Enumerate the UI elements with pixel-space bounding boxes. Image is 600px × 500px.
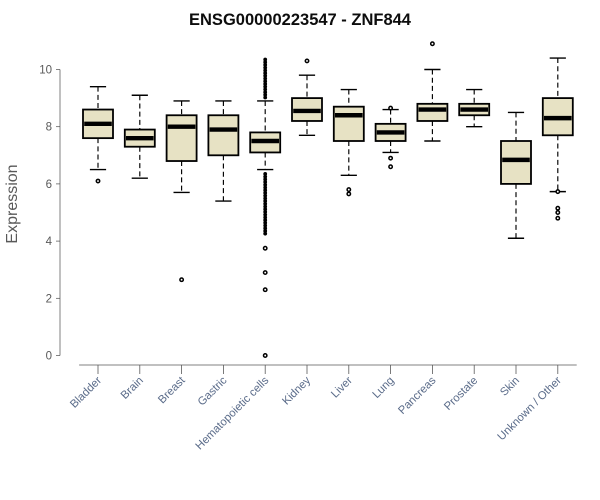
svg-text:Gastric: Gastric <box>196 374 230 408</box>
svg-text:10: 10 <box>39 65 52 77</box>
svg-text:Prostate: Prostate <box>442 375 480 413</box>
svg-text:Breast: Breast <box>156 374 188 406</box>
svg-text:2: 2 <box>46 293 52 305</box>
svg-text:4: 4 <box>46 236 53 248</box>
svg-text:8: 8 <box>46 122 52 134</box>
svg-text:Liver: Liver <box>329 374 355 400</box>
svg-text:Bladder: Bladder <box>68 374 104 410</box>
svg-text:Pancreas: Pancreas <box>396 374 438 416</box>
svg-text:Brain: Brain <box>119 375 146 402</box>
svg-text:6: 6 <box>46 179 52 191</box>
svg-text:Lung: Lung <box>370 375 396 401</box>
svg-text:0: 0 <box>46 351 52 363</box>
svg-text:Hematopoietic cells: Hematopoietic cells <box>194 374 272 452</box>
svg-text:Skin: Skin <box>498 375 522 399</box>
svg-text:Kidney: Kidney <box>280 374 313 407</box>
